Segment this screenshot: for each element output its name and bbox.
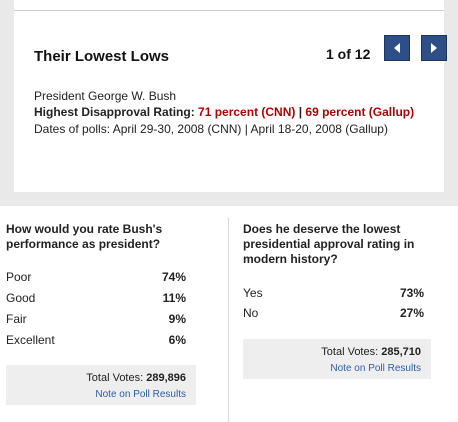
poll1-option-label: Poor [6, 270, 32, 284]
poll-divider [228, 218, 229, 422]
rating-cnn: 71 percent (CNN) [198, 105, 296, 119]
gallery-card: Their Lowest Lows 1 of 12 President Geor… [14, 0, 447, 192]
next-button[interactable] [421, 35, 447, 61]
arrow-right-icon [431, 43, 437, 53]
previous-button[interactable] [384, 35, 410, 61]
rating-gallup: 69 percent (Gallup) [305, 105, 415, 119]
poll2-option-label: Yes [243, 286, 263, 300]
poll2-option-pct: 27% [399, 306, 424, 320]
subject-name: President George W. Bush [34, 89, 177, 103]
gallery-title: Their Lowest Lows [34, 48, 170, 65]
poll1-option-pct: 11% [162, 291, 186, 305]
poll-dates: Dates of polls: April 29-30, 2008 (CNN) … [34, 122, 388, 136]
poll1-option-pct: 6% [168, 333, 186, 347]
poll1-question: How would you rate Bush's performance as… [6, 222, 163, 251]
poll2-totals-box: Total Votes: 285,710 Note on Poll Result… [243, 339, 431, 379]
rating-label: Highest Disapproval Rating: [34, 105, 199, 119]
poll2-note-link[interactable]: Note on Poll Results [330, 363, 421, 374]
arrow-left-icon [394, 43, 400, 53]
poll1-option-label: Good [6, 291, 36, 305]
poll2-option-pct: 73% [399, 286, 424, 300]
top-divider [14, 10, 444, 11]
poll1-note-link[interactable]: Note on Poll Results [95, 389, 186, 400]
poll1-option-label: Excellent [6, 333, 55, 347]
poll2-total-votes: Total Votes: 285,710 [321, 346, 421, 358]
gallery-panel: Their Lowest Lows 1 of 12 President Geor… [0, 0, 458, 206]
poll1-total-votes: Total Votes: 289,896 [86, 372, 186, 384]
slide-counter: 1 of 12 [326, 46, 371, 62]
poll1-option-pct: 9% [168, 312, 186, 326]
poll1-option-label: Fair [6, 312, 27, 326]
rating-separator: | [295, 105, 306, 119]
poll1-option-pct: 74% [161, 270, 186, 284]
poll2-option-label: No [243, 306, 259, 320]
poll2-question: Does he deserve the lowest presidential … [243, 222, 415, 266]
disapproval-rating: Highest Disapproval Rating: 71 percent (… [34, 105, 414, 119]
poll1-totals-box: Total Votes: 289,896 Note on Poll Result… [6, 365, 196, 405]
